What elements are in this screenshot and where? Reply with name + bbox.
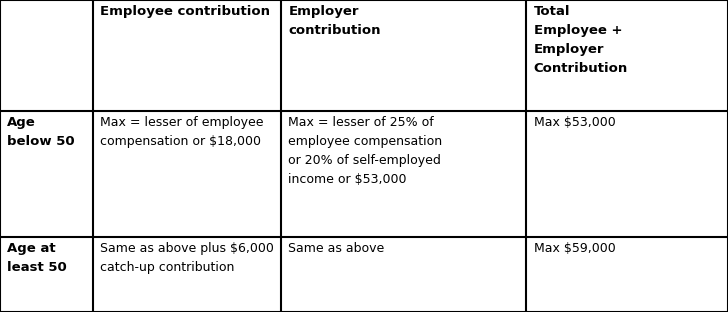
Text: Age at
least 50: Age at least 50	[7, 242, 67, 274]
Text: Max $53,000: Max $53,000	[534, 116, 615, 129]
Text: Same as above: Same as above	[288, 242, 384, 255]
Text: Max $59,000: Max $59,000	[534, 242, 615, 255]
Text: Max = lesser of employee
compensation or $18,000: Max = lesser of employee compensation or…	[100, 116, 264, 148]
Text: Max = lesser of 25% of
employee compensation
or 20% of self-employed
income or $: Max = lesser of 25% of employee compensa…	[288, 116, 443, 186]
Text: Total
Employee +
Employer
Contribution: Total Employee + Employer Contribution	[534, 5, 628, 75]
Text: Same as above plus $6,000
catch-up contribution: Same as above plus $6,000 catch-up contr…	[100, 242, 274, 274]
Text: Employer
contribution: Employer contribution	[288, 5, 381, 37]
Text: Employee contribution: Employee contribution	[100, 5, 271, 18]
Text: Age
below 50: Age below 50	[7, 116, 75, 148]
